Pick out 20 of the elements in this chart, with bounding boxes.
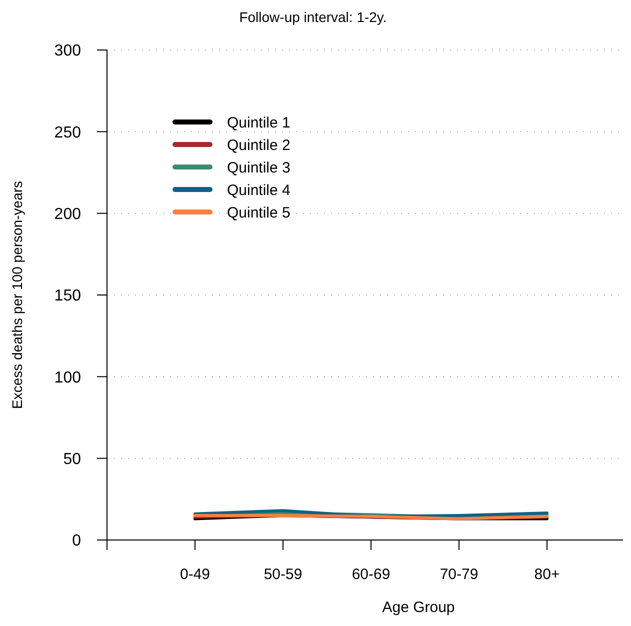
x-tick-label: 60-69 [352, 566, 390, 583]
x-axis-title: Age Group [382, 599, 455, 616]
legend-label: Quintile 3 [227, 159, 290, 176]
x-tick-label: 80+ [534, 566, 560, 583]
y-tick-label: 150 [54, 288, 82, 305]
legend-label: Quintile 4 [227, 182, 290, 199]
y-tick-label: 0 [72, 532, 82, 550]
legend-label: Quintile 5 [227, 204, 290, 222]
y-tick-label: 250 [54, 124, 82, 142]
y-tick-label: 100 [54, 369, 82, 386]
y-tick-label: 200 [54, 206, 82, 223]
chart-title: Follow-up interval: 1-2y. [239, 9, 387, 25]
x-tick-label: 50-59 [264, 566, 302, 583]
legend-label: Quintile 2 [227, 136, 290, 154]
y-axis-title: Excess deaths per 100 person-years [9, 180, 25, 410]
y-tick-label: 50 [63, 450, 82, 468]
y-tick-label: 300 [54, 42, 82, 60]
x-tick-label: 0-49 [180, 566, 210, 583]
legend-label: Quintile 1 [227, 114, 290, 132]
x-tick-label: 70-79 [440, 566, 478, 583]
